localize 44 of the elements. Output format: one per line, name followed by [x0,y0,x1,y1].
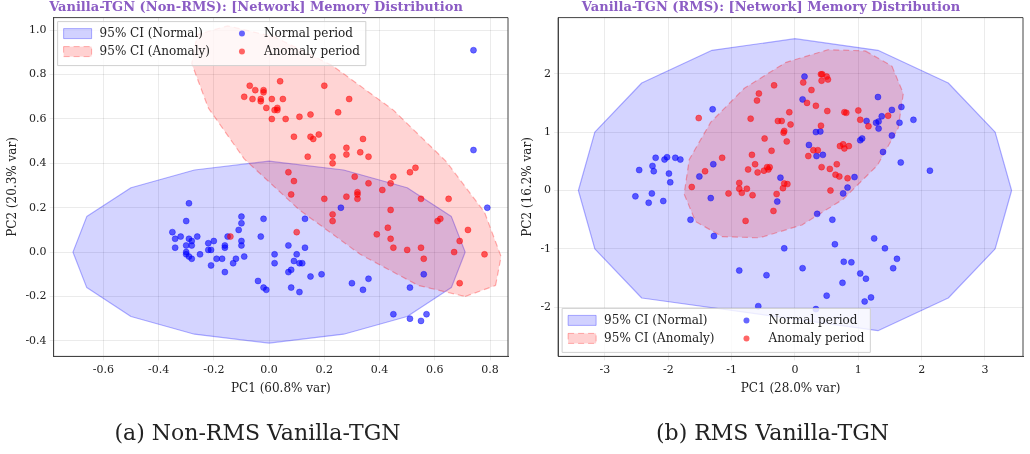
x-tick-label: -0.6 [92,362,114,376]
x-tick-label: 2 [918,362,926,376]
legend-label: Anomaly period [262,43,361,58]
text: (b) RMS Vanilla-TGN [655,419,890,445]
y-tick-label: -0.2 [25,289,47,303]
x-tick-label: 0.0 [260,362,278,376]
x-axis-title: PC1 (60.8% var) [230,380,331,395]
y-tick-label: 1 [544,124,552,138]
y-tick-label: 0.0 [29,244,47,258]
legend-label: 95% CI (Anomaly) [99,43,210,58]
text: (a) Non-RMS Vanilla-TGN [113,419,402,445]
legend-label: Normal period [263,25,354,40]
x-axis-title: PC1 (28.0% var) [740,380,841,395]
x-tick-label: -2 [662,362,674,376]
y-tick-label: -0.4 [25,333,47,347]
legend-label: Normal period [768,312,858,327]
y-tick-label: 1.0 [29,23,47,37]
y-tick-label: 0.8 [29,67,47,81]
chart-title: Vanilla-TGN (RMS): [Network] Memory Distribution [580,0,961,15]
y-axis-title: PC2 (20.3% var) [5,137,20,237]
x-tick-label: 0.2 [315,362,334,376]
y-tick-label: 0 [544,183,552,197]
x-tick-label: -0.4 [147,362,170,376]
x-tick-label: 0.4 [370,362,389,376]
y-tick-label: 2 [544,66,552,80]
y-tick-label: -1 [540,241,552,255]
x-tick-label: -0.2 [203,362,225,376]
x-tick-label: 0.8 [481,362,499,376]
legend-label: 95% CI (Normal) [99,25,204,40]
x-tick-label: 0 [791,362,799,376]
y-tick-label: -2 [540,300,552,314]
legend-label: Anomaly period [767,330,865,345]
y-tick-label: 0.6 [29,111,47,125]
y-tick-label: 0.2 [29,200,47,214]
legend-label: 95% CI (Normal) [604,312,708,327]
x-tick-label: 3 [981,362,989,376]
legend-label: 95% CI (Anomaly) [604,330,715,345]
x-tick-label: 1 [854,362,862,376]
y-axis-title: PC2 (16.2% var) [520,137,535,237]
y-tick-label: 0.4 [29,156,47,170]
x-tick-label: 0.6 [426,362,444,376]
x-tick-label: -3 [599,362,611,376]
chart-title: Vanilla-TGN (Non-RMS): [Network] Memory Distribution [48,0,464,15]
x-tick-label: -1 [726,362,738,376]
